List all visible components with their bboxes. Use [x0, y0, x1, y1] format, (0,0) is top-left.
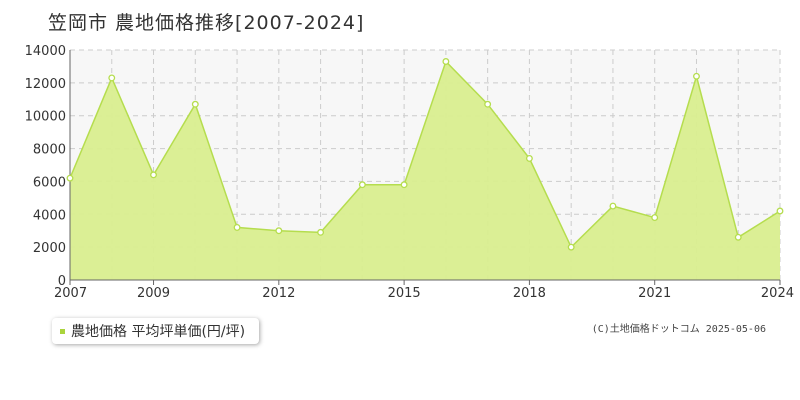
copyright-text: (C)土地価格ドットコム 2025-05-06 [591, 324, 766, 335]
data-point [484, 100, 492, 108]
data-point [275, 227, 283, 235]
data-point [108, 74, 116, 82]
data-point [191, 100, 199, 108]
data-point [317, 228, 325, 236]
data-point [233, 223, 241, 231]
chart-legend: 農地価格 平均坪単価(円/坪) [52, 318, 260, 344]
x-tick-label: 2012 [262, 286, 295, 301]
series-line [69, 60, 781, 249]
y-tick-label: 4000 [33, 208, 66, 223]
y-tick-label: 10000 [25, 110, 66, 125]
series-area [70, 61, 780, 280]
data-point [567, 243, 575, 251]
x-tick-label: 2024 [761, 286, 794, 301]
data-point [776, 207, 784, 215]
chart-title: 笠岡市 農地価格推移[2007-2024] [48, 12, 365, 34]
data-point [693, 72, 700, 80]
y-tick-label: 12000 [25, 77, 66, 92]
data-point [651, 214, 659, 222]
y-tick-label: 6000 [33, 175, 66, 190]
data-point [150, 171, 157, 179]
x-tick-label: 2015 [388, 286, 421, 301]
x-tick-label: 2018 [513, 286, 546, 301]
x-tick-label: 2007 [54, 286, 87, 301]
x-tick-label: 2021 [638, 286, 671, 301]
y-tick-label: 14000 [25, 44, 66, 59]
data-point [525, 154, 533, 162]
data-point [66, 174, 74, 182]
data-point [609, 202, 617, 210]
legend-marker [60, 328, 65, 334]
y-tick-label: 2000 [33, 241, 66, 256]
y-tick-label: 8000 [33, 143, 66, 158]
x-tick-label: 2009 [137, 286, 170, 301]
data-point [734, 233, 742, 241]
data-point [400, 181, 408, 189]
data-point [442, 58, 450, 65]
legend-label: 農地価格 平均坪単価(円/坪) [71, 324, 246, 340]
y-tick-label: 0 [58, 274, 66, 289]
data-point [358, 181, 366, 189]
